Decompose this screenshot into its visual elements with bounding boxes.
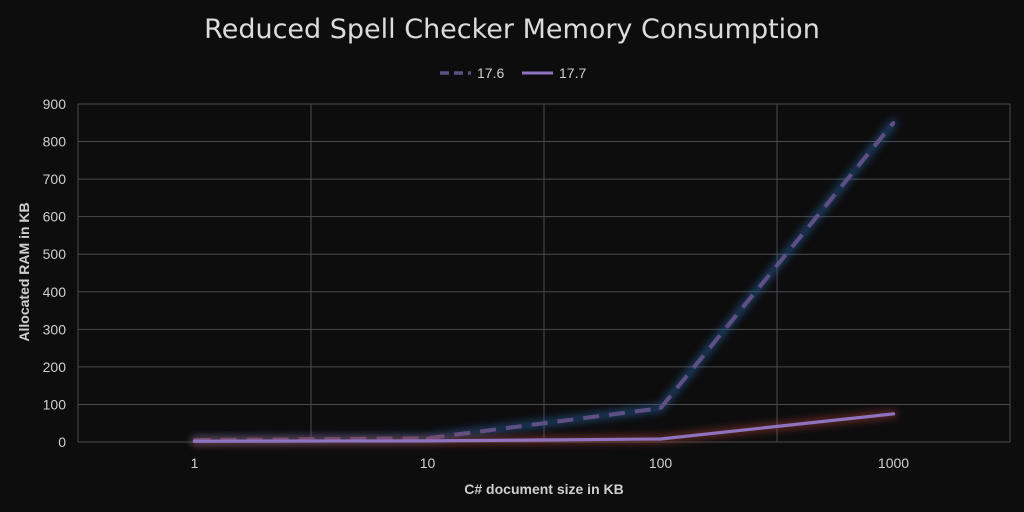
- y-tick-label: 400: [43, 284, 67, 300]
- data-point-17-6: [658, 406, 663, 410]
- x-tick-label: 1000: [878, 455, 909, 471]
- y-tick-label: 700: [43, 171, 67, 187]
- data-point-17-7: [658, 437, 663, 441]
- y-axis-ticks: 0 100 200 300 400 500 600 700 800 900: [43, 96, 67, 450]
- y-tick-label: 300: [43, 321, 67, 337]
- y-tick-label: 100: [43, 396, 67, 412]
- x-tick-label: 100: [649, 455, 673, 471]
- y-tick-label: 0: [58, 434, 66, 450]
- data-point-17-7: [891, 412, 896, 416]
- legend: 17.6 17.7: [440, 65, 586, 81]
- series-layer: [191, 119, 897, 445]
- chart-title: Reduced Spell Checker Memory Consumption: [204, 14, 820, 45]
- y-tick-label: 600: [43, 209, 67, 225]
- series-line-17-7: [192, 412, 896, 443]
- y-tick-label: 800: [43, 134, 67, 150]
- x-tick-label: 1: [191, 455, 199, 471]
- y-tick-label: 900: [43, 96, 67, 112]
- legend-label-17-6: 17.6: [477, 65, 504, 81]
- data-point-17-7: [425, 439, 430, 443]
- y-axis-label: Allocated RAM in KB: [16, 202, 32, 341]
- x-axis-label: C# document size in KB: [464, 481, 623, 497]
- x-tick-label: 10: [420, 455, 436, 471]
- legend-label-17-7: 17.7: [559, 65, 586, 81]
- y-tick-label: 500: [43, 246, 67, 262]
- y-tick-label: 200: [43, 359, 67, 375]
- data-point-17-6: [891, 121, 896, 125]
- data-point-17-7: [192, 439, 197, 443]
- x-axis-ticks: 1 10 100 1000: [191, 455, 910, 471]
